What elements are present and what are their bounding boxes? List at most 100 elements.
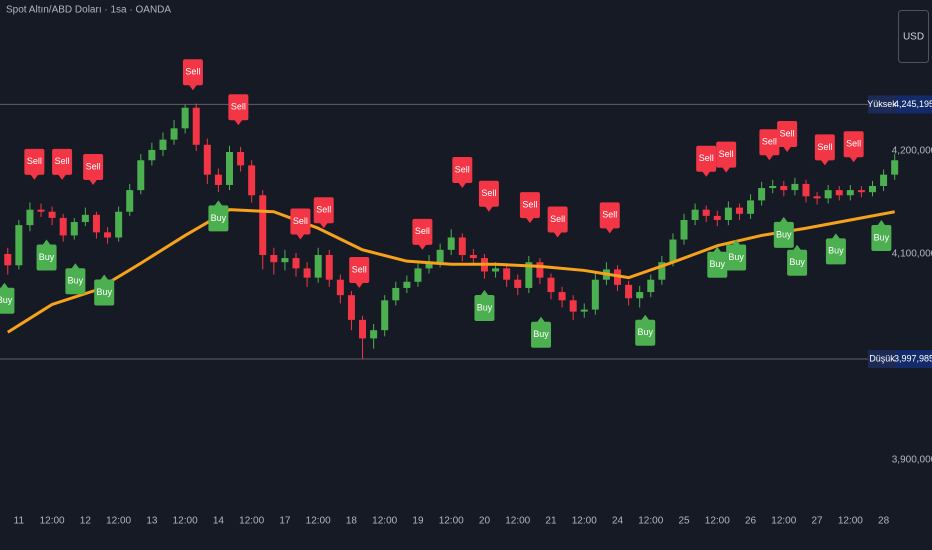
candle-body bbox=[181, 107, 189, 129]
candle-body bbox=[359, 319, 367, 339]
candle-body bbox=[336, 279, 344, 296]
signal-box bbox=[228, 94, 249, 121]
candle-body bbox=[314, 254, 322, 278]
candle-body bbox=[192, 107, 200, 145]
signal-label: Buy bbox=[68, 276, 84, 286]
signal-label: Sell bbox=[719, 149, 734, 159]
signal-label: Buy bbox=[533, 329, 549, 339]
candle-body bbox=[724, 207, 732, 220]
candle-body bbox=[835, 190, 843, 196]
candle-body bbox=[281, 258, 289, 263]
candle-body bbox=[48, 211, 56, 218]
signal-label: Sell bbox=[780, 128, 795, 138]
signal-box bbox=[182, 59, 203, 86]
x-tick-label: 19 bbox=[412, 516, 424, 527]
signal-label: Sell bbox=[522, 199, 537, 209]
candle-body bbox=[237, 152, 245, 166]
signal-marker: Buy bbox=[707, 246, 728, 278]
x-tick-label: 20 bbox=[479, 516, 491, 527]
candle-body bbox=[769, 185, 777, 189]
signal-pointer bbox=[418, 244, 427, 250]
signal-pointer bbox=[820, 159, 829, 166]
candle-body bbox=[403, 281, 411, 288]
signal-label: Sell bbox=[231, 102, 246, 112]
signal-label: Sell bbox=[602, 210, 617, 220]
signal-box bbox=[474, 295, 495, 322]
signal-pointer bbox=[641, 314, 650, 321]
candle-body bbox=[846, 190, 854, 196]
signal-marker: Sell bbox=[313, 197, 334, 229]
currency-label[interactable]: USD bbox=[903, 32, 924, 43]
x-tick-label: 12:00 bbox=[306, 516, 331, 527]
signal-box bbox=[599, 202, 620, 229]
candle-body bbox=[802, 183, 810, 197]
signal-marker: Sell bbox=[696, 145, 717, 177]
x-tick-label: 12:00 bbox=[838, 516, 863, 527]
x-tick-label: 26 bbox=[745, 516, 757, 527]
candle-body bbox=[880, 174, 888, 186]
candle-body bbox=[647, 279, 655, 293]
signal-label: Buy bbox=[828, 246, 844, 256]
candle-body bbox=[170, 128, 178, 140]
signal-pointer bbox=[188, 84, 197, 91]
candle-body bbox=[115, 211, 123, 238]
currency-button[interactable] bbox=[898, 10, 929, 63]
signal-box bbox=[519, 192, 540, 219]
signal-pointer bbox=[732, 239, 741, 246]
signal-box bbox=[24, 148, 45, 175]
signal-pointer bbox=[765, 154, 774, 161]
candle-body bbox=[591, 279, 599, 310]
signal-box bbox=[412, 218, 433, 245]
candle-body bbox=[214, 174, 222, 185]
x-tick-label: 12:00 bbox=[372, 516, 397, 527]
candle-body bbox=[469, 254, 477, 259]
signal-marker: Buy bbox=[871, 219, 892, 251]
candle-body bbox=[104, 232, 112, 238]
signal-box bbox=[52, 148, 73, 175]
x-tick-label: 14 bbox=[213, 516, 225, 527]
candle-body bbox=[248, 165, 256, 196]
signal-marker: Buy bbox=[0, 282, 15, 314]
signal-label: Sell bbox=[762, 137, 777, 147]
candle-body bbox=[713, 215, 721, 220]
candle-body bbox=[569, 300, 577, 312]
signal-label: Sell bbox=[352, 264, 367, 274]
level-name: Yüksek bbox=[867, 99, 897, 109]
signal-box bbox=[208, 205, 229, 232]
signal-marker: Sell bbox=[478, 180, 499, 212]
signal-marker: Sell bbox=[814, 134, 835, 166]
signal-label: Sell bbox=[185, 67, 200, 77]
signal-label: Sell bbox=[550, 214, 565, 224]
signal-marker: Sell bbox=[777, 121, 798, 153]
signal-marker: Sell bbox=[349, 256, 370, 288]
signal-box bbox=[696, 145, 717, 172]
level-name: Düşük bbox=[869, 353, 895, 363]
signal-box bbox=[787, 249, 808, 276]
signal-box bbox=[349, 256, 370, 283]
signal-marker: Sell bbox=[716, 141, 737, 173]
x-tick-label: 12:00 bbox=[106, 516, 131, 527]
candle-body bbox=[857, 190, 865, 193]
level-value-box bbox=[896, 95, 932, 114]
signal-box bbox=[716, 141, 737, 168]
candle-body bbox=[669, 239, 677, 263]
signal-label: Sell bbox=[316, 205, 331, 215]
signal-marker: Buy bbox=[531, 316, 552, 348]
candle-body bbox=[636, 292, 644, 299]
signal-box bbox=[759, 129, 780, 156]
candle-body bbox=[303, 268, 311, 278]
signal-box bbox=[707, 251, 728, 278]
candle-body bbox=[37, 209, 45, 212]
signal-box bbox=[83, 153, 104, 180]
candle-body bbox=[824, 190, 832, 199]
candle-body bbox=[92, 214, 100, 233]
signal-marker: Sell bbox=[52, 148, 73, 180]
candle-body bbox=[425, 262, 433, 269]
candle-body bbox=[225, 152, 233, 185]
signal-marker: Buy bbox=[474, 290, 495, 322]
candle-body bbox=[59, 217, 67, 236]
signal-pointer bbox=[296, 234, 305, 240]
candle-body bbox=[625, 284, 633, 299]
candle-body bbox=[492, 268, 500, 272]
